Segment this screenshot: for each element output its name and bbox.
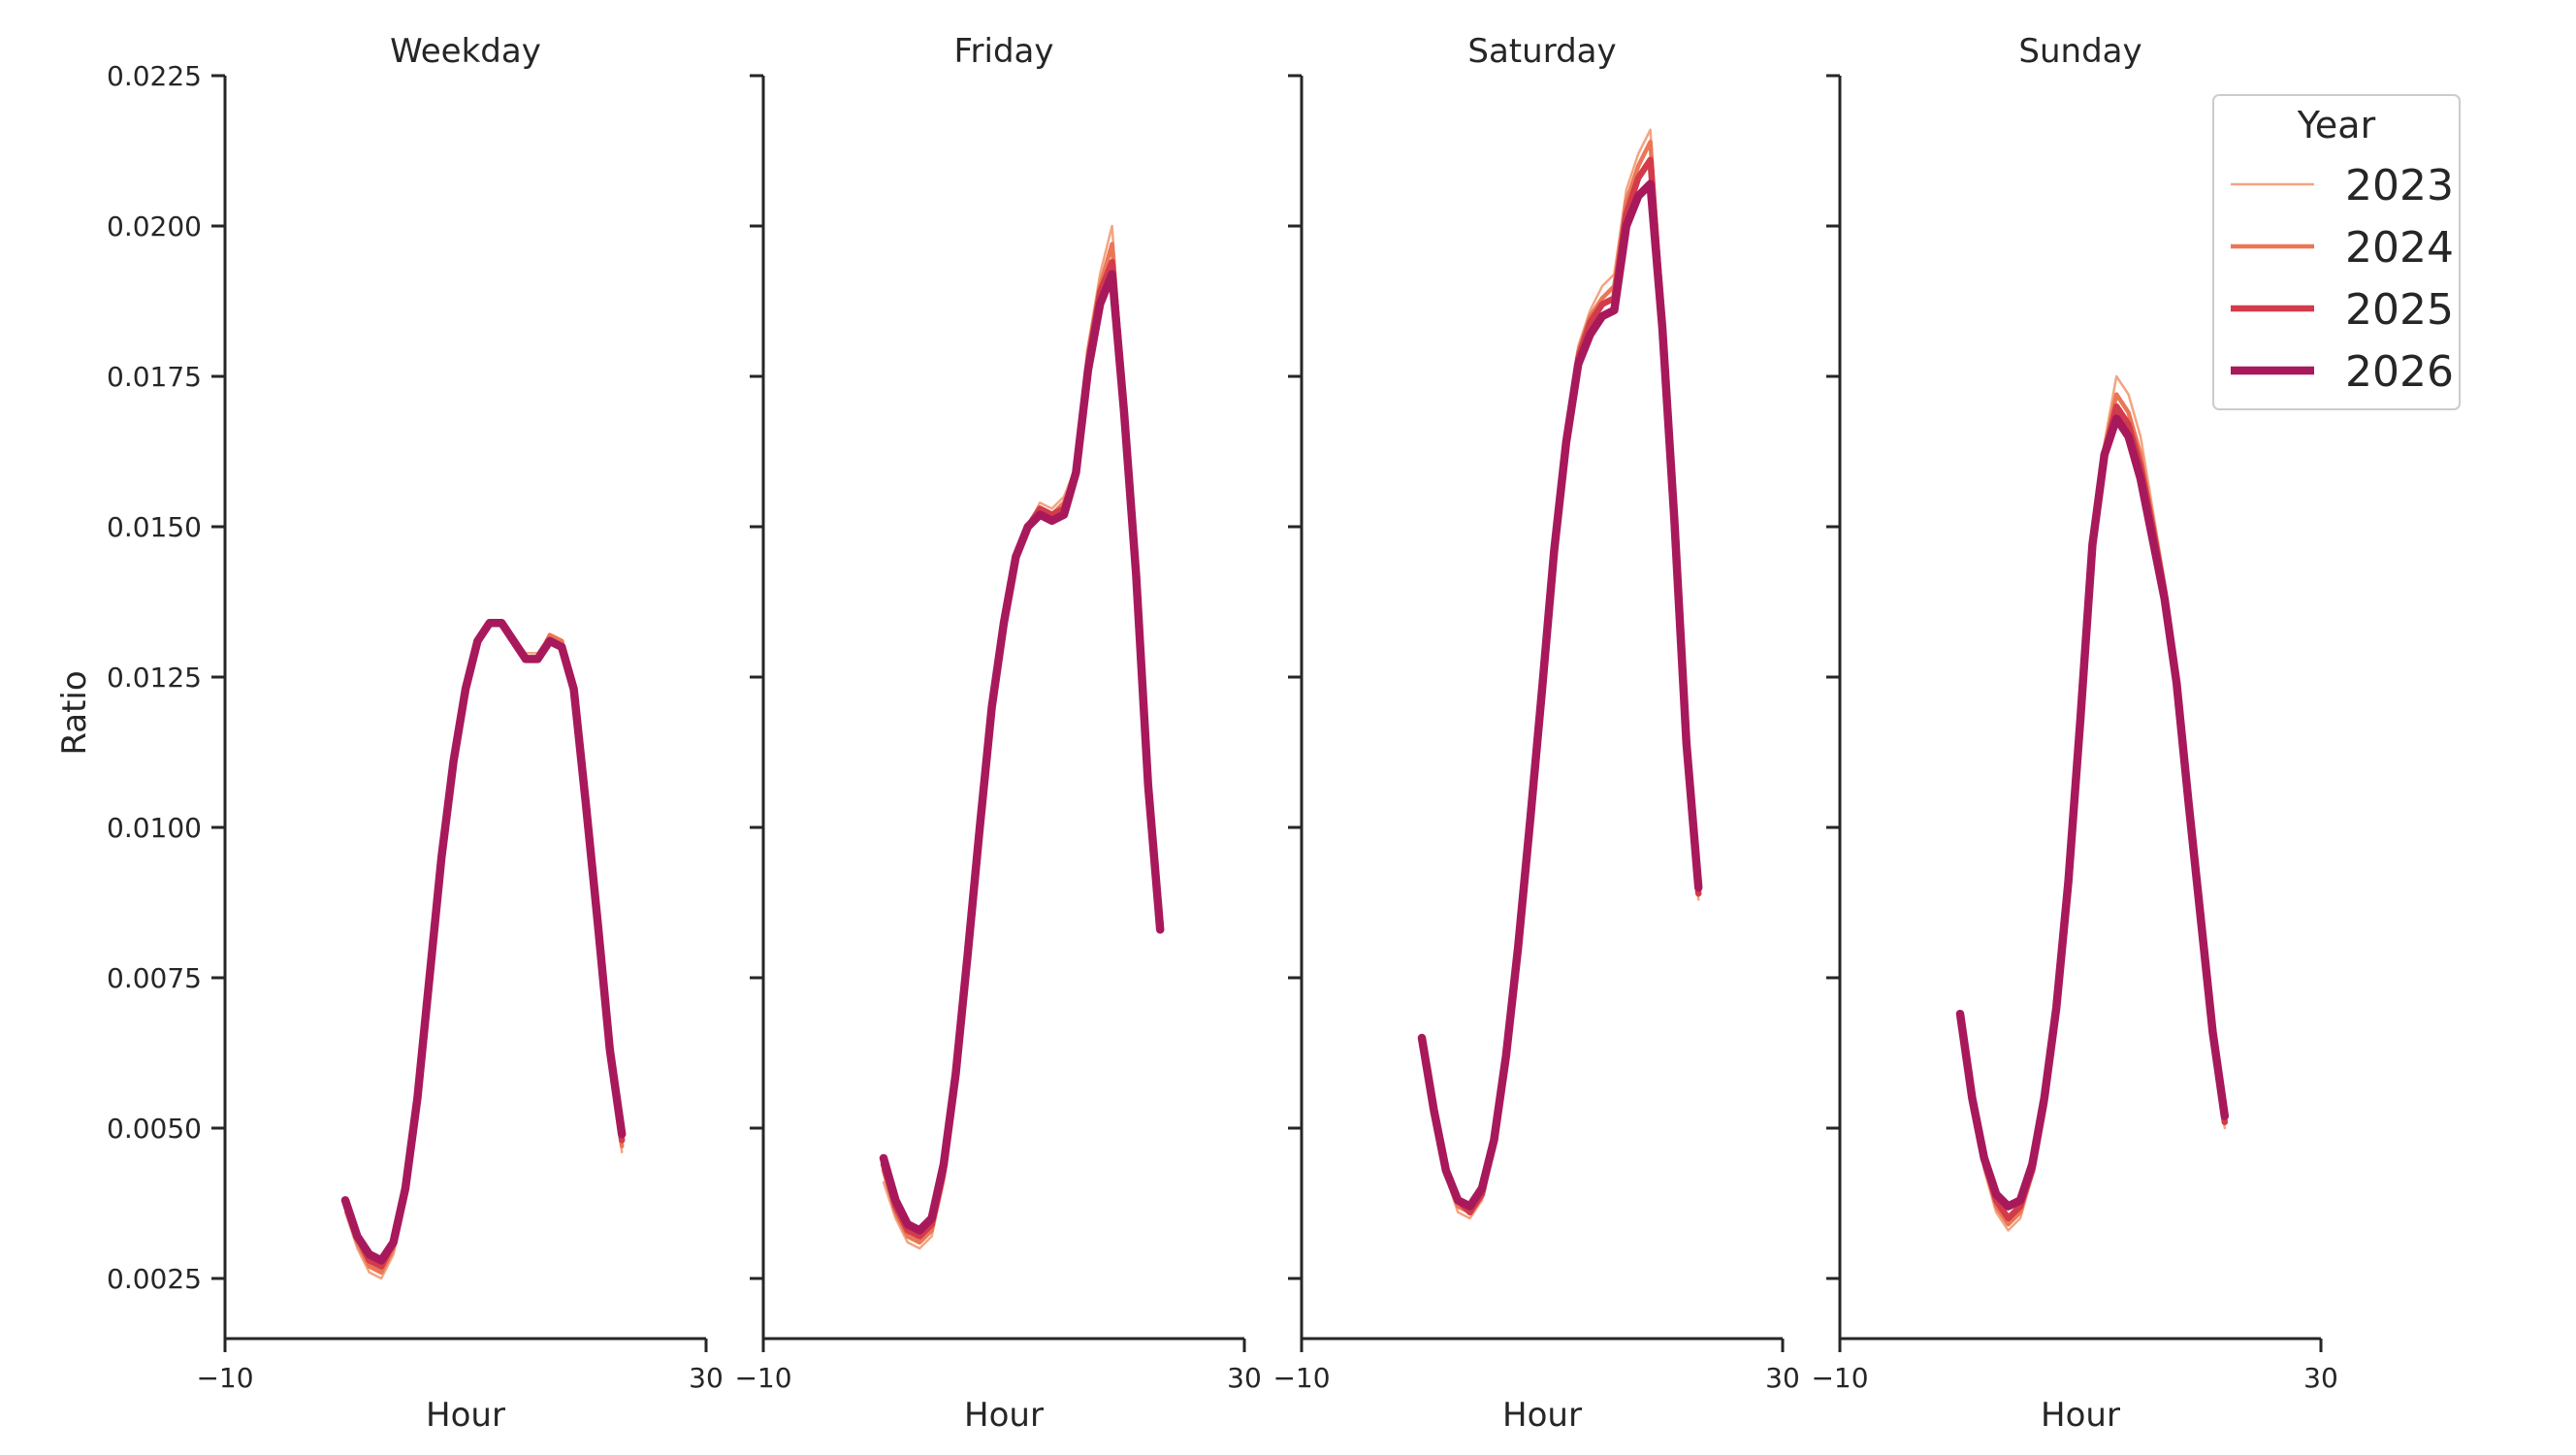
legend-label-2023: 2023 — [2345, 161, 2454, 210]
x-axis-title: Hour — [2041, 1396, 2120, 1435]
series-line-2026 — [1417, 179, 1703, 1211]
panel-title: Weekday — [390, 32, 541, 71]
panel-title: Saturday — [1467, 32, 1616, 71]
y-tick-label: 0.0100 — [107, 812, 202, 844]
x-axis-title: Hour — [1502, 1396, 1582, 1435]
x-axis-title: Hour — [426, 1396, 505, 1435]
x-tick-label: 30 — [1227, 1362, 1262, 1394]
x-tick-label: −10 — [196, 1362, 253, 1394]
panel-title: Friday — [953, 32, 1053, 71]
x-tick-label: −10 — [1811, 1362, 1868, 1394]
panel-weekday: Weekday 0.0025 0.0050 0.0075 0.0100 0.0125 0.0… — [107, 32, 724, 1435]
legend-title: Year — [2297, 104, 2376, 146]
y-tick-label: 0.0175 — [107, 361, 202, 393]
y-tick-label: 0.0225 — [107, 60, 202, 92]
x-axis-title: Hour — [964, 1396, 1044, 1435]
panel-friday: Friday −10 30 Hour — [734, 32, 1261, 1435]
x-tick-label: −10 — [1272, 1362, 1330, 1394]
y-axis-title: Ratio — [55, 670, 94, 755]
y-tick-label: 0.0025 — [107, 1263, 202, 1295]
y-tick-label: 0.0075 — [107, 962, 202, 994]
panel-title: Sunday — [2018, 32, 2141, 71]
legend-label-2024: 2024 — [2345, 223, 2454, 273]
x-tick-label: 30 — [1765, 1362, 1800, 1394]
x-tick-label: 30 — [689, 1362, 724, 1394]
y-tick-label: 0.0050 — [107, 1113, 202, 1145]
panel-sunday: Sunday −10 30 Hour — [1811, 32, 2337, 1435]
series-line-2026 — [340, 618, 627, 1265]
legend-label-2025: 2025 — [2345, 285, 2454, 335]
y-tick-label: 0.0150 — [107, 511, 202, 543]
y-tick-label: 0.0125 — [107, 662, 202, 694]
x-tick-label: −10 — [734, 1362, 791, 1394]
legend-box — [2212, 94, 2461, 410]
series-line-2026 — [1955, 414, 2230, 1211]
x-tick-label: 30 — [2303, 1362, 2338, 1394]
series-line-2026 — [879, 270, 1165, 1235]
legend-label-2026: 2026 — [2345, 347, 2454, 397]
panels-layer: Weekday 0.0025 0.0050 0.0075 0.0100 0.0125 0.0… — [107, 32, 2338, 1435]
legend: Year 2023 2024 2025 2026 — [2212, 94, 2461, 410]
panel-saturday: Saturday −10 30 Hour — [1272, 32, 1799, 1435]
y-tick-label: 0.0200 — [107, 210, 202, 242]
